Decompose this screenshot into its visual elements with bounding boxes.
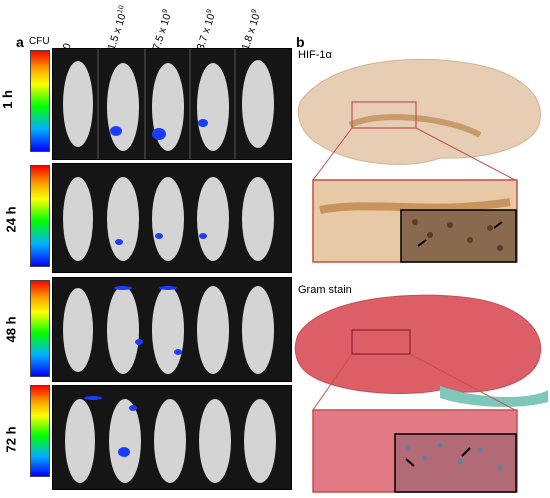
dose-header-1: 1.5 x 1010 <box>105 4 129 52</box>
hif-zoom-box <box>351 101 417 129</box>
mice-image-24h <box>53 164 291 272</box>
imaging-row-1h <box>52 48 292 160</box>
gram-zoom-box <box>351 329 411 355</box>
dose-header-2: 7.5 x 109 <box>150 8 174 52</box>
mice-image-1h <box>53 49 291 159</box>
panel-b-letter: b <box>296 34 305 50</box>
stain-label-hif: HIF-1α <box>298 49 332 61</box>
imaging-row-72h <box>52 385 292 490</box>
color-scale-1h <box>30 50 50 152</box>
stain-label-gram: Gram stain <box>298 284 352 296</box>
panel-a-letter: a <box>16 34 24 50</box>
color-scale-24h <box>30 165 50 267</box>
color-scale-48h <box>30 280 50 377</box>
time-label-24h: 24 h <box>3 206 19 233</box>
imaging-row-24h <box>52 163 292 273</box>
mice-image-48h <box>53 278 291 381</box>
time-label-72h: 72 h <box>3 426 19 453</box>
color-scale-72h <box>30 385 50 477</box>
signal-spot <box>198 119 208 127</box>
time-label-48h: 48 h <box>3 316 19 343</box>
gram-panel <box>290 290 550 498</box>
time-label-1h: 1 h <box>0 90 15 109</box>
hif-panel <box>290 40 550 270</box>
signal-spot <box>152 128 166 140</box>
hif-micro-inset <box>400 209 517 263</box>
gram-tissue-section <box>294 294 548 493</box>
imaging-row-48h <box>52 277 292 382</box>
dose-header-4: 1.8 x 109 <box>239 8 263 52</box>
mice-image-72h <box>53 386 291 489</box>
cfu-label: CFU <box>29 36 50 47</box>
hif-tissue-section <box>297 58 541 263</box>
gram-micro-inset <box>394 433 517 493</box>
signal-spot <box>110 126 122 136</box>
dose-header-3: 3.7 x 109 <box>194 8 218 52</box>
